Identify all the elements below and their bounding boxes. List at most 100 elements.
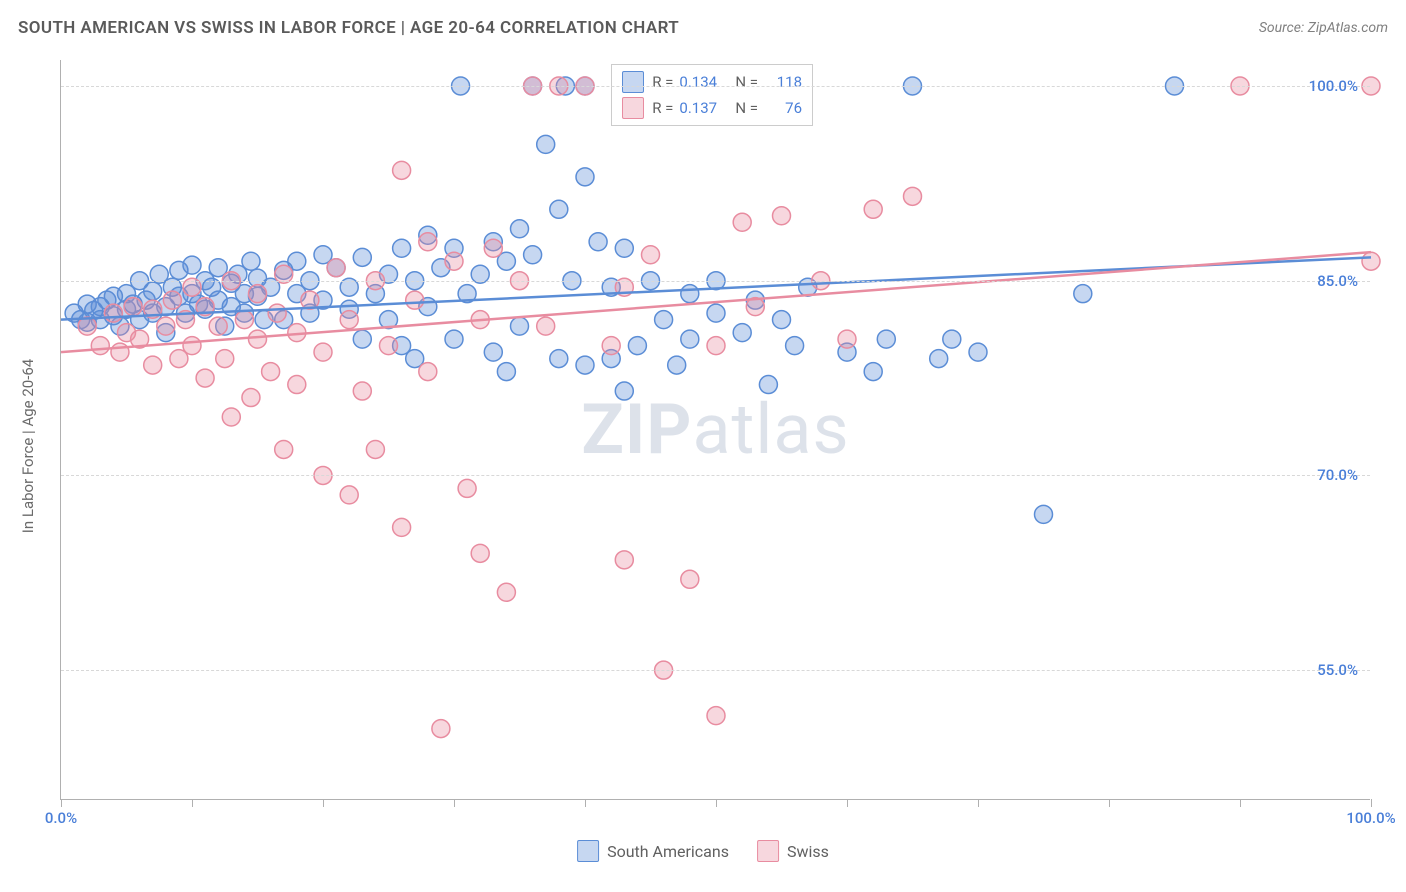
- data-point[interactable]: [340, 486, 358, 504]
- data-point[interactable]: [786, 337, 804, 355]
- data-point[interactable]: [340, 311, 358, 329]
- data-point[interactable]: [615, 551, 633, 569]
- data-point[interactable]: [268, 304, 286, 322]
- data-point[interactable]: [759, 376, 777, 394]
- data-point[interactable]: [628, 337, 646, 355]
- scatter-svg: [61, 60, 1370, 799]
- data-point[interactable]: [589, 233, 607, 251]
- data-point[interactable]: [209, 317, 227, 335]
- data-point[interactable]: [484, 343, 502, 361]
- data-point[interactable]: [681, 570, 699, 588]
- data-point[interactable]: [864, 363, 882, 381]
- data-point[interactable]: [484, 239, 502, 257]
- gridline-horizontal: [61, 670, 1370, 671]
- data-point[interactable]: [249, 285, 267, 303]
- data-point[interactable]: [668, 356, 686, 374]
- data-point[interactable]: [445, 252, 463, 270]
- data-point[interactable]: [314, 343, 332, 361]
- data-point[interactable]: [943, 330, 961, 348]
- data-point[interactable]: [615, 382, 633, 400]
- data-point[interactable]: [550, 350, 568, 368]
- data-point[interactable]: [615, 239, 633, 257]
- data-point[interactable]: [681, 330, 699, 348]
- legend-swatch: [757, 840, 779, 862]
- data-point[interactable]: [242, 252, 260, 270]
- y-tick-label: 85.0%: [1317, 272, 1358, 290]
- data-point[interactable]: [222, 408, 240, 426]
- data-point[interactable]: [642, 246, 660, 264]
- data-point[interactable]: [393, 518, 411, 536]
- data-point[interactable]: [216, 350, 234, 368]
- data-point[interactable]: [1035, 505, 1053, 523]
- data-point[interactable]: [537, 317, 555, 335]
- data-point[interactable]: [445, 330, 463, 348]
- data-point[interactable]: [877, 330, 895, 348]
- data-point[interactable]: [406, 291, 424, 309]
- data-point[interactable]: [419, 363, 437, 381]
- data-point[interactable]: [249, 330, 267, 348]
- data-point[interactable]: [183, 256, 201, 274]
- data-point[interactable]: [576, 168, 594, 186]
- data-point[interactable]: [163, 291, 181, 309]
- data-point[interactable]: [235, 311, 253, 329]
- y-tick-label: 55.0%: [1317, 661, 1358, 679]
- data-point[interactable]: [262, 363, 280, 381]
- data-point[interactable]: [969, 343, 987, 361]
- gridline-horizontal: [61, 475, 1370, 476]
- legend-n-value: 76: [764, 99, 802, 117]
- data-point[interactable]: [144, 282, 162, 300]
- data-point[interactable]: [707, 337, 725, 355]
- data-point[interactable]: [419, 233, 437, 251]
- data-point[interactable]: [366, 440, 384, 458]
- data-point[interactable]: [524, 246, 542, 264]
- data-point[interactable]: [471, 544, 489, 562]
- data-point[interactable]: [183, 337, 201, 355]
- data-point[interactable]: [91, 337, 109, 355]
- data-point[interactable]: [773, 207, 791, 225]
- data-point[interactable]: [432, 720, 450, 738]
- data-point[interactable]: [707, 707, 725, 725]
- gridline-horizontal: [61, 86, 1370, 87]
- data-point[interactable]: [511, 220, 529, 238]
- data-point[interactable]: [458, 479, 476, 497]
- data-point[interactable]: [838, 330, 856, 348]
- data-point[interactable]: [393, 161, 411, 179]
- data-point[interactable]: [288, 376, 306, 394]
- data-point[interactable]: [497, 363, 515, 381]
- data-point[interactable]: [104, 304, 122, 322]
- data-point[interactable]: [1074, 285, 1092, 303]
- data-point[interactable]: [681, 285, 699, 303]
- data-point[interactable]: [393, 239, 411, 257]
- legend-bottom: South AmericansSwiss: [577, 840, 829, 862]
- data-point[interactable]: [124, 298, 142, 316]
- data-point[interactable]: [537, 135, 555, 153]
- data-point[interactable]: [550, 200, 568, 218]
- data-point[interactable]: [353, 382, 371, 400]
- data-point[interactable]: [157, 317, 175, 335]
- data-point[interactable]: [242, 389, 260, 407]
- x-tick: [585, 799, 586, 807]
- legend-series-label: Swiss: [787, 842, 829, 861]
- data-point[interactable]: [327, 259, 345, 277]
- data-point[interactable]: [602, 337, 620, 355]
- data-point[interactable]: [353, 330, 371, 348]
- data-point[interactable]: [864, 200, 882, 218]
- data-point[interactable]: [733, 213, 751, 231]
- data-point[interactable]: [773, 311, 791, 329]
- legend-r-value: 0.134: [679, 73, 729, 91]
- data-point[interactable]: [904, 187, 922, 205]
- data-point[interactable]: [733, 324, 751, 342]
- data-point[interactable]: [275, 440, 293, 458]
- data-point[interactable]: [144, 356, 162, 374]
- data-point[interactable]: [576, 356, 594, 374]
- data-point[interactable]: [707, 304, 725, 322]
- data-point[interactable]: [1362, 252, 1380, 270]
- data-point[interactable]: [655, 311, 673, 329]
- data-point[interactable]: [930, 350, 948, 368]
- data-point[interactable]: [511, 317, 529, 335]
- data-point[interactable]: [497, 583, 515, 601]
- data-point[interactable]: [380, 337, 398, 355]
- data-point[interactable]: [111, 343, 129, 361]
- data-point[interactable]: [353, 248, 371, 266]
- data-point[interactable]: [196, 369, 214, 387]
